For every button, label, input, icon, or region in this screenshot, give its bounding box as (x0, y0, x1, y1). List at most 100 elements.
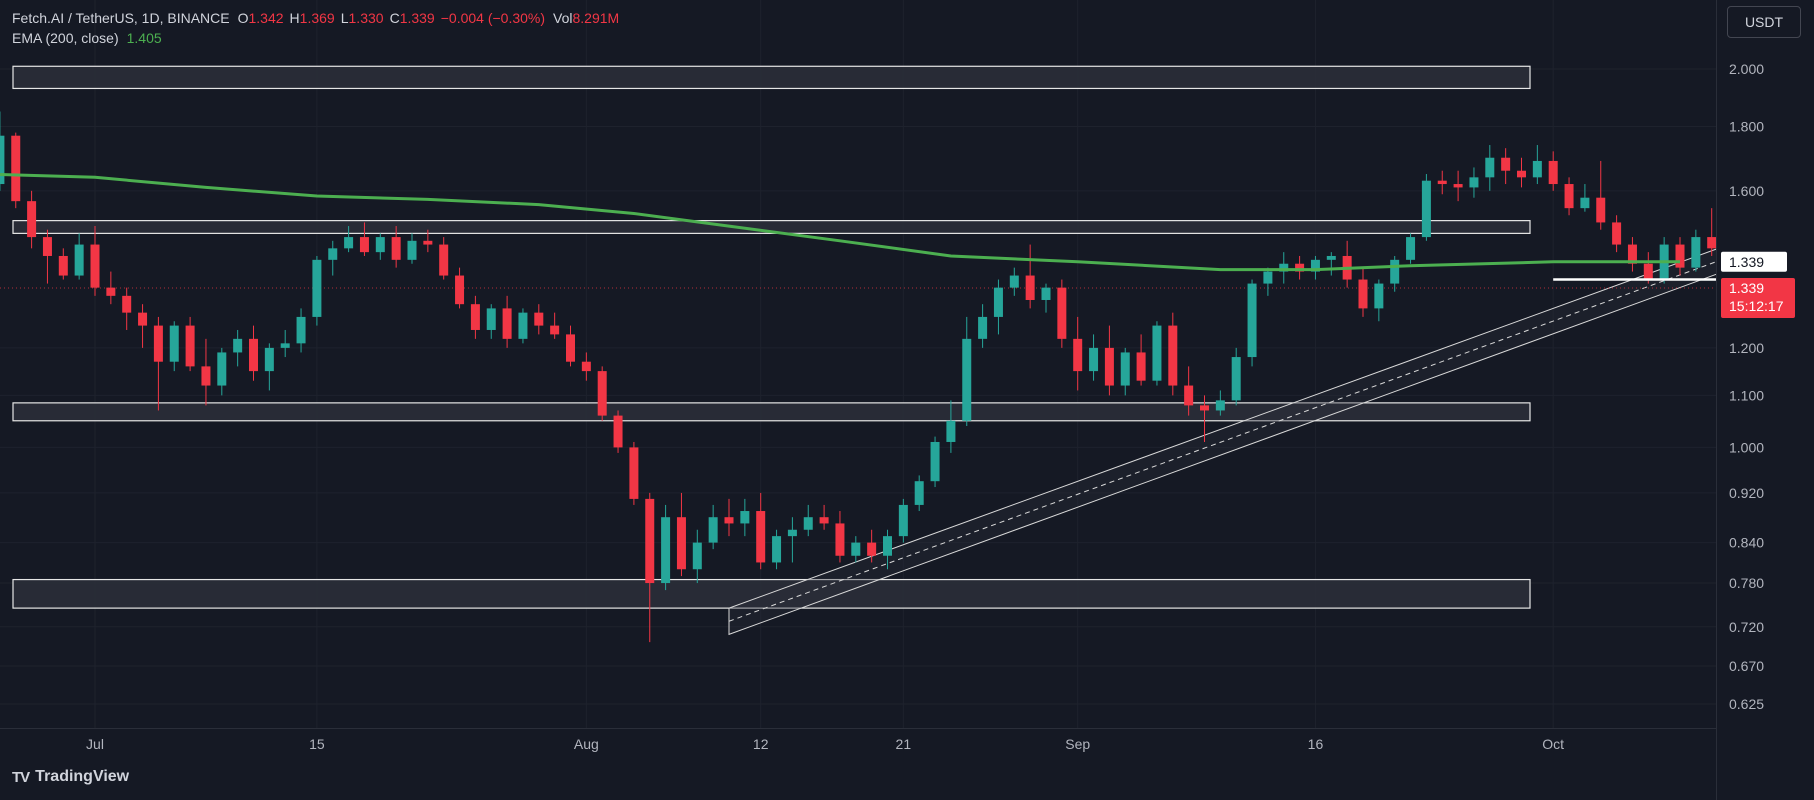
candle-body[interactable] (138, 312, 148, 326)
candle-body[interactable] (1580, 197, 1590, 209)
ema-label[interactable]: EMA (200, close) (12, 30, 119, 46)
candle-body[interactable] (1009, 275, 1019, 288)
candle-body[interactable] (1215, 400, 1225, 411)
candle-body[interactable] (423, 240, 433, 245)
candle-body[interactable] (1152, 325, 1162, 381)
candle-body[interactable] (1358, 279, 1368, 309)
candle-body[interactable] (993, 287, 1003, 317)
candle-body[interactable] (629, 447, 639, 499)
candle-body[interactable] (1421, 180, 1431, 238)
candle-body[interactable] (233, 338, 243, 353)
zone-rectangle[interactable] (12, 220, 1531, 234)
candle-body[interactable] (978, 316, 988, 339)
candle-body[interactable] (391, 237, 401, 260)
candle-body[interactable] (201, 366, 211, 386)
chart-area[interactable]: Fetch.AI / TetherUS, 1D, BINANCE O 1.342… (0, 0, 1814, 728)
candle-body[interactable] (914, 481, 924, 505)
candle-body[interactable] (0, 135, 5, 185)
candle-body[interactable] (502, 308, 512, 339)
candle-body[interactable] (724, 517, 734, 524)
candle-body[interactable] (613, 415, 623, 448)
candle-body[interactable] (169, 325, 179, 362)
candle-body[interactable] (819, 517, 829, 524)
ema-200-line[interactable] (0, 172, 1680, 272)
candle-body[interactable] (470, 304, 480, 330)
candle-body[interactable] (1517, 170, 1526, 178)
candle-body[interactable] (1532, 160, 1542, 178)
candle-body[interactable] (1025, 275, 1035, 300)
candle-body[interactable] (280, 343, 290, 348)
candle-body[interactable] (835, 523, 845, 556)
candle-body[interactable] (106, 287, 116, 296)
candle-body[interactable] (756, 511, 766, 563)
candle-body[interactable] (772, 536, 782, 563)
candle-body[interactable] (946, 420, 956, 442)
time-axis[interactable]: Jul15Aug1221Sep16Oct1423Nov (0, 728, 1767, 759)
candle-body[interactable] (518, 312, 528, 339)
candle-body[interactable] (1485, 157, 1495, 178)
candle-body[interactable] (787, 529, 797, 537)
candle-body[interactable] (1104, 347, 1114, 386)
candle-body[interactable] (1247, 283, 1257, 358)
candle-body[interactable] (249, 338, 258, 372)
candle-body[interactable] (296, 316, 306, 344)
candle-body[interactable] (1406, 237, 1416, 260)
candle-body[interactable] (27, 201, 37, 238)
candle-body[interactable] (883, 536, 892, 556)
candle-body[interactable] (1089, 347, 1099, 372)
price-chart[interactable] (0, 0, 1814, 728)
candle-body[interactable] (1564, 184, 1574, 209)
candle-body[interactable] (1469, 177, 1479, 188)
candle-body[interactable] (1263, 271, 1273, 284)
zone-rectangle[interactable] (12, 578, 1531, 609)
candle-body[interactable] (1691, 237, 1701, 268)
candle-body[interactable] (1374, 283, 1384, 309)
candle-body[interactable] (1643, 263, 1653, 280)
candle-body[interactable] (1453, 184, 1463, 188)
candle-body[interactable] (58, 255, 68, 276)
candle-body[interactable] (1627, 244, 1637, 264)
candle-body[interactable] (1279, 263, 1289, 272)
current-price-badge[interactable] (1721, 278, 1795, 319)
candle-body[interactable] (597, 371, 607, 416)
candle-body[interactable] (692, 542, 702, 570)
candle-body[interactable] (1707, 237, 1717, 249)
candle-body[interactable] (1184, 385, 1194, 406)
zone-rectangle[interactable] (12, 402, 1531, 422)
candle-body[interactable] (676, 517, 686, 570)
candle-body[interactable] (962, 338, 972, 421)
candle-body[interactable] (1326, 255, 1336, 260)
candle-body[interactable] (708, 517, 718, 543)
candle-body[interactable] (898, 504, 908, 537)
candle-body[interactable] (1168, 325, 1178, 386)
candle-body[interactable] (359, 237, 369, 253)
price-axis[interactable]: USDT 2.000 1.800 1.600 1.200 1.100 1.000 0.920… (1716, 0, 1814, 800)
candle-body[interactable] (645, 498, 655, 584)
candle-body[interactable] (122, 295, 132, 313)
tradingview-logo[interactable]: TV TradingView (12, 768, 129, 786)
candle-body[interactable] (1295, 263, 1305, 272)
candle-body[interactable] (1596, 197, 1606, 223)
candle-body[interactable] (930, 441, 940, 482)
candle-body[interactable] (153, 325, 163, 362)
candle-body[interactable] (11, 135, 21, 202)
candle-body[interactable] (1200, 405, 1209, 411)
candle-body[interactable] (42, 237, 52, 256)
candle-body[interactable] (1675, 244, 1685, 268)
candle-body[interactable] (1437, 180, 1447, 185)
candle-body[interactable] (867, 542, 877, 556)
candle-body[interactable] (312, 259, 322, 317)
candle-body[interactable] (217, 352, 227, 386)
candle-body[interactable] (1057, 287, 1067, 339)
zone-rectangle[interactable] (12, 65, 1531, 90)
candle-body[interactable] (264, 347, 274, 372)
candle-body[interactable] (328, 248, 338, 260)
candle-body[interactable] (344, 237, 354, 249)
symbol-title[interactable]: Fetch.AI / TetherUS, 1D, BINANCE (12, 10, 230, 26)
candle-body[interactable] (1501, 157, 1511, 171)
candle-body[interactable] (1231, 357, 1241, 401)
candle-body[interactable] (1548, 160, 1558, 185)
candle-body[interactable] (550, 325, 560, 335)
candle-body[interactable] (1120, 352, 1130, 386)
candle-body[interactable] (90, 244, 100, 288)
